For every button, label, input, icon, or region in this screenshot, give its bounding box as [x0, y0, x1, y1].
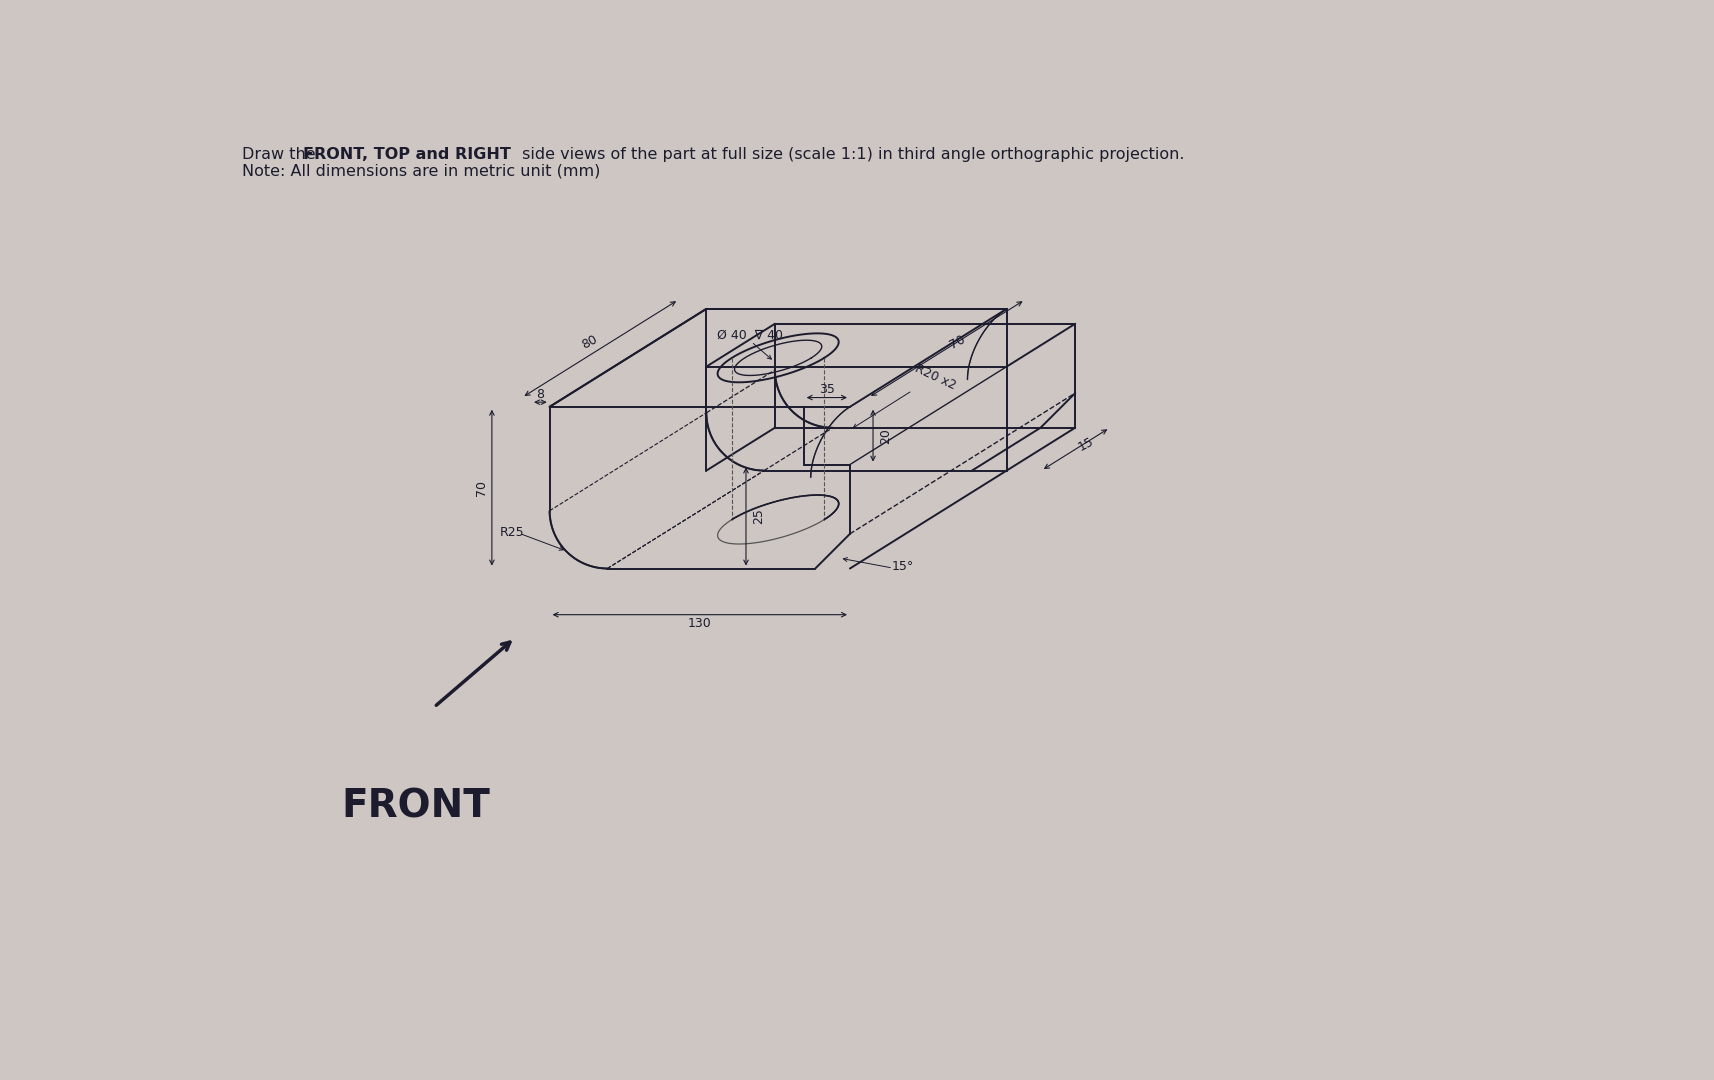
Text: 35: 35: [819, 383, 835, 396]
Text: 15: 15: [1076, 435, 1097, 454]
Text: 25: 25: [752, 509, 764, 525]
Text: 8: 8: [536, 388, 545, 401]
Text: 20: 20: [879, 428, 891, 444]
Text: side views of the part at full size (scale 1:1) in third angle orthographic proj: side views of the part at full size (sca…: [518, 147, 1184, 162]
Text: R20 x2: R20 x2: [912, 362, 958, 392]
Text: R25: R25: [499, 526, 524, 539]
Text: 70: 70: [948, 333, 968, 352]
Text: FRONT, TOP and RIGHT: FRONT, TOP and RIGHT: [303, 147, 511, 162]
Text: Note: All dimensions are in metric unit (mm): Note: All dimensions are in metric unit …: [242, 163, 600, 178]
Text: 80: 80: [579, 333, 600, 352]
Text: Ø 40  ∇ 40: Ø 40 ∇ 40: [716, 328, 783, 341]
Text: 70: 70: [475, 480, 487, 496]
Text: FRONT: FRONT: [341, 788, 490, 826]
Text: Draw the: Draw the: [242, 147, 321, 162]
Text: 130: 130: [687, 618, 711, 631]
Text: 15°: 15°: [891, 561, 914, 573]
